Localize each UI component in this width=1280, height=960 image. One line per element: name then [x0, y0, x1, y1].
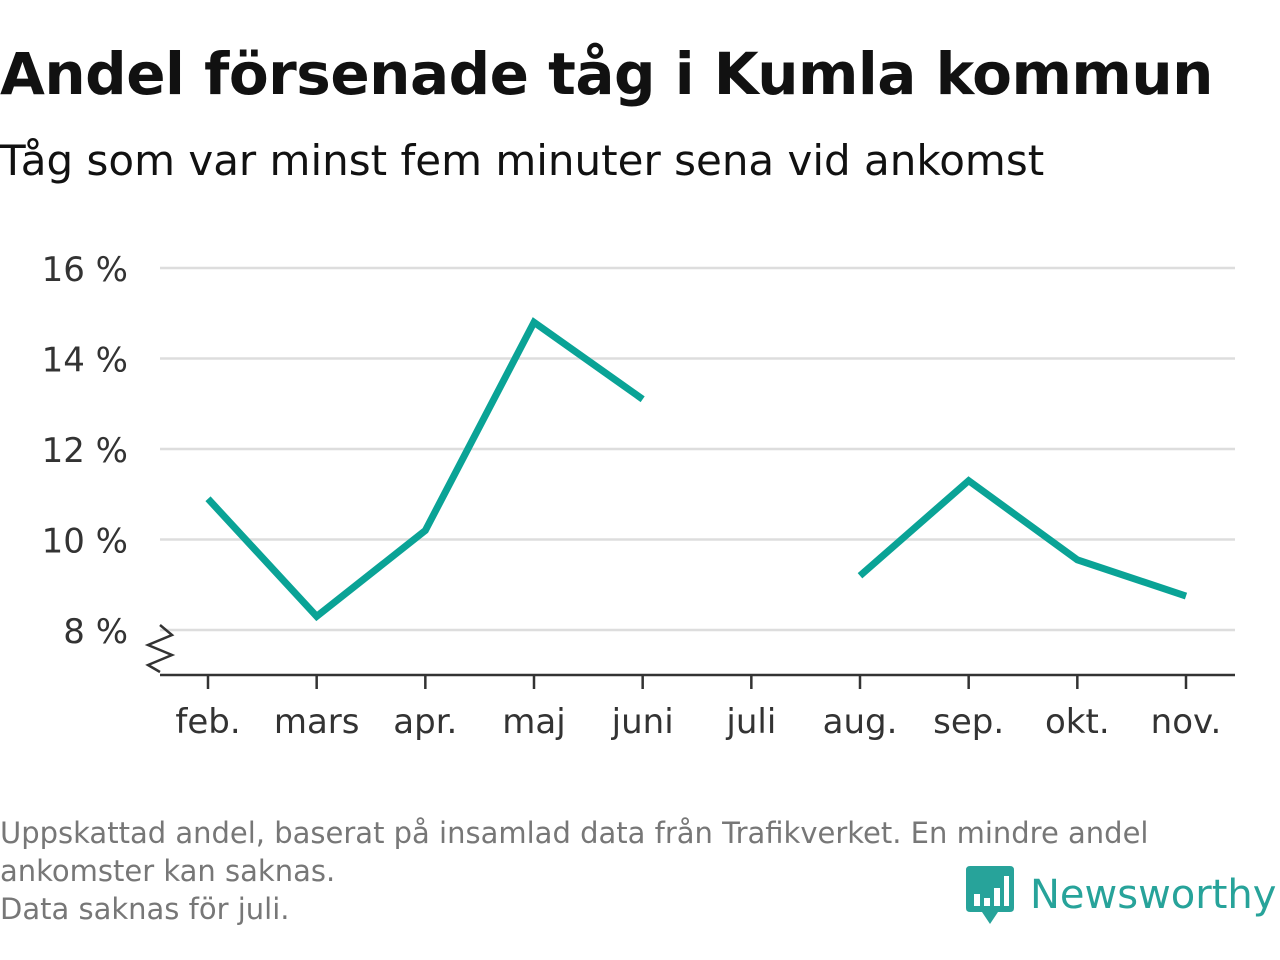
- x-tick-label: mars: [274, 702, 360, 742]
- chart-title: Andel försenade tåg i Kumla kommun: [0, 40, 1213, 108]
- x-tick-label: apr.: [393, 702, 457, 742]
- x-tick-label: juli: [725, 702, 776, 742]
- x-tick-label: nov.: [1151, 702, 1222, 742]
- newsworthy-logo: Newsworthy: [964, 864, 1276, 926]
- y-tick-label: 14 %: [42, 341, 128, 381]
- chart-subtitle: Tåg som var minst fem minuter sena vid a…: [0, 136, 1045, 185]
- y-tick-label: 8 %: [63, 612, 128, 652]
- footnote-line-1: Uppskattad andel, baserat på insamlad da…: [0, 816, 1149, 850]
- chart-bubble-icon: [966, 866, 1014, 924]
- y-tick-label: 10 %: [42, 522, 128, 562]
- x-tick-label: feb.: [175, 702, 240, 742]
- x-tick-label: aug.: [823, 702, 898, 742]
- footnote-line-2: ankomster kan saknas.: [0, 854, 336, 888]
- x-tick-label: sep.: [933, 702, 1004, 742]
- axis-break-icon: [144, 624, 176, 674]
- logo-text: Newsworthy: [1030, 872, 1277, 918]
- series-line: [205, 317, 645, 622]
- y-tick-label: 16 %: [42, 250, 128, 290]
- x-tick-label: maj: [502, 702, 565, 742]
- x-tick-label: juni: [611, 702, 674, 742]
- footnote: Uppskattad andel, baserat på insamlad da…: [0, 814, 1270, 928]
- footnote-line-3: Data saknas för juli.: [0, 892, 290, 926]
- x-tick-label: okt.: [1045, 702, 1110, 742]
- y-tick-label: 12 %: [42, 431, 128, 471]
- series-line: [857, 476, 1188, 600]
- line-chart: 8 % 10 % 12 % 14 % 16 % feb. mars apr. maj juni ju…: [42, 250, 1235, 742]
